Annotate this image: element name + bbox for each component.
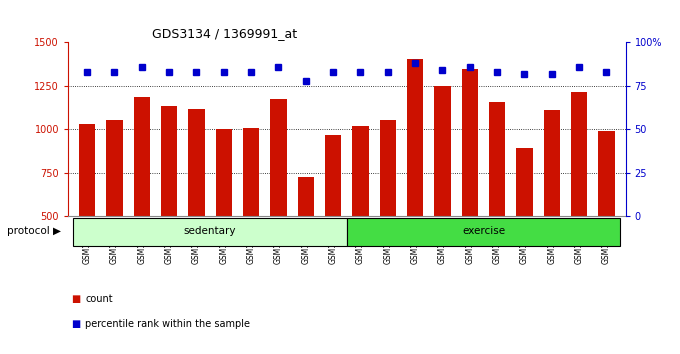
- Text: protocol ▶: protocol ▶: [7, 226, 61, 236]
- Text: exercise: exercise: [462, 226, 505, 236]
- Bar: [298, 177, 314, 303]
- Bar: [347, 218, 620, 246]
- Bar: [270, 99, 287, 303]
- Bar: [571, 92, 588, 303]
- Bar: [489, 102, 505, 303]
- Bar: [352, 126, 369, 303]
- Text: ■: ■: [71, 319, 81, 329]
- Bar: [188, 109, 205, 303]
- Bar: [79, 124, 95, 303]
- Bar: [161, 106, 177, 303]
- Bar: [133, 97, 150, 303]
- Text: percentile rank within the sample: percentile rank within the sample: [85, 319, 250, 329]
- Bar: [379, 120, 396, 303]
- Bar: [435, 86, 451, 303]
- Bar: [462, 69, 478, 303]
- Text: sedentary: sedentary: [184, 226, 237, 236]
- Bar: [243, 127, 259, 303]
- Bar: [516, 148, 532, 303]
- Text: count: count: [85, 294, 113, 304]
- Bar: [543, 110, 560, 303]
- Bar: [325, 136, 341, 303]
- Text: ■: ■: [71, 294, 81, 304]
- Bar: [598, 131, 615, 303]
- Text: GDS3134 / 1369991_at: GDS3134 / 1369991_at: [152, 27, 296, 40]
- Bar: [407, 59, 424, 303]
- Bar: [216, 129, 232, 303]
- Bar: [106, 120, 122, 303]
- Bar: [73, 218, 347, 246]
